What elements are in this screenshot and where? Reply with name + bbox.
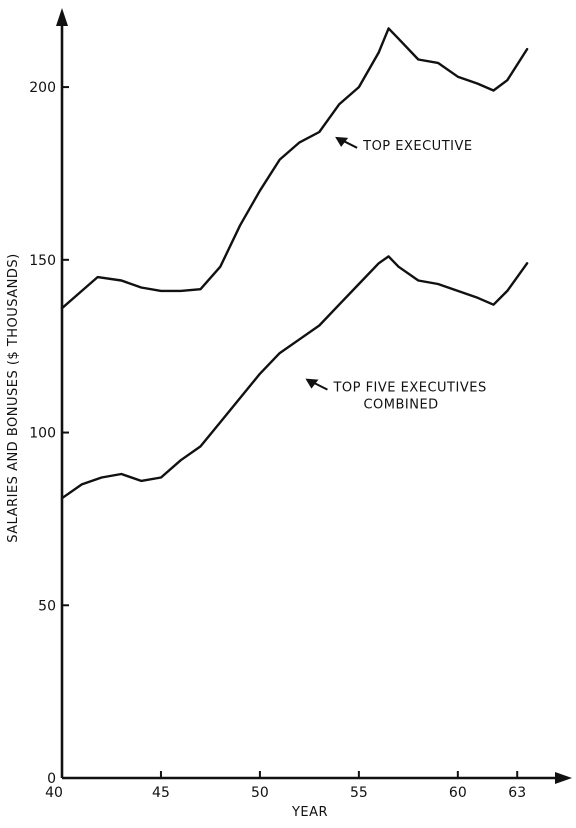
x-axis-arrow <box>555 772 572 784</box>
y-tick-label: 150 <box>29 253 56 269</box>
y-tick-label: 200 <box>29 80 56 96</box>
x-tick-label: 63 <box>508 785 526 801</box>
series-line-1 <box>60 27 529 310</box>
annotations: TOP EXECUTIVE TOP FIVE EXECUTIVES COMBINED <box>305 136 486 413</box>
x-tick-label: 55 <box>350 785 368 801</box>
series-line-2 <box>60 255 529 500</box>
y-tick-label: 50 <box>38 598 56 614</box>
ticks: 40 45 50 55 60 63 0 50 100 150 200 <box>29 80 526 801</box>
x-tick-label: 40 <box>45 785 63 801</box>
annotation-label-2: TOP FIVE EXECUTIVES COMBINED <box>332 381 486 413</box>
x-tick-label: 50 <box>251 785 269 801</box>
annotation-label-1: TOP EXECUTIVE <box>362 139 472 154</box>
y-axis-label: SALARIES AND BONUSES ($ THOUSANDS) <box>6 253 21 542</box>
annotation-arrowhead <box>305 378 319 389</box>
axes <box>56 8 572 784</box>
x-tick-label: 60 <box>449 785 467 801</box>
y-tick-label: 0 <box>47 771 56 787</box>
series-group <box>60 27 529 500</box>
x-tick-label: 45 <box>152 785 170 801</box>
y-tick-label: 100 <box>29 426 56 442</box>
y-axis-arrow <box>56 8 68 26</box>
annotation-arrowhead <box>335 136 349 147</box>
x-axis-label: YEAR <box>291 805 328 820</box>
